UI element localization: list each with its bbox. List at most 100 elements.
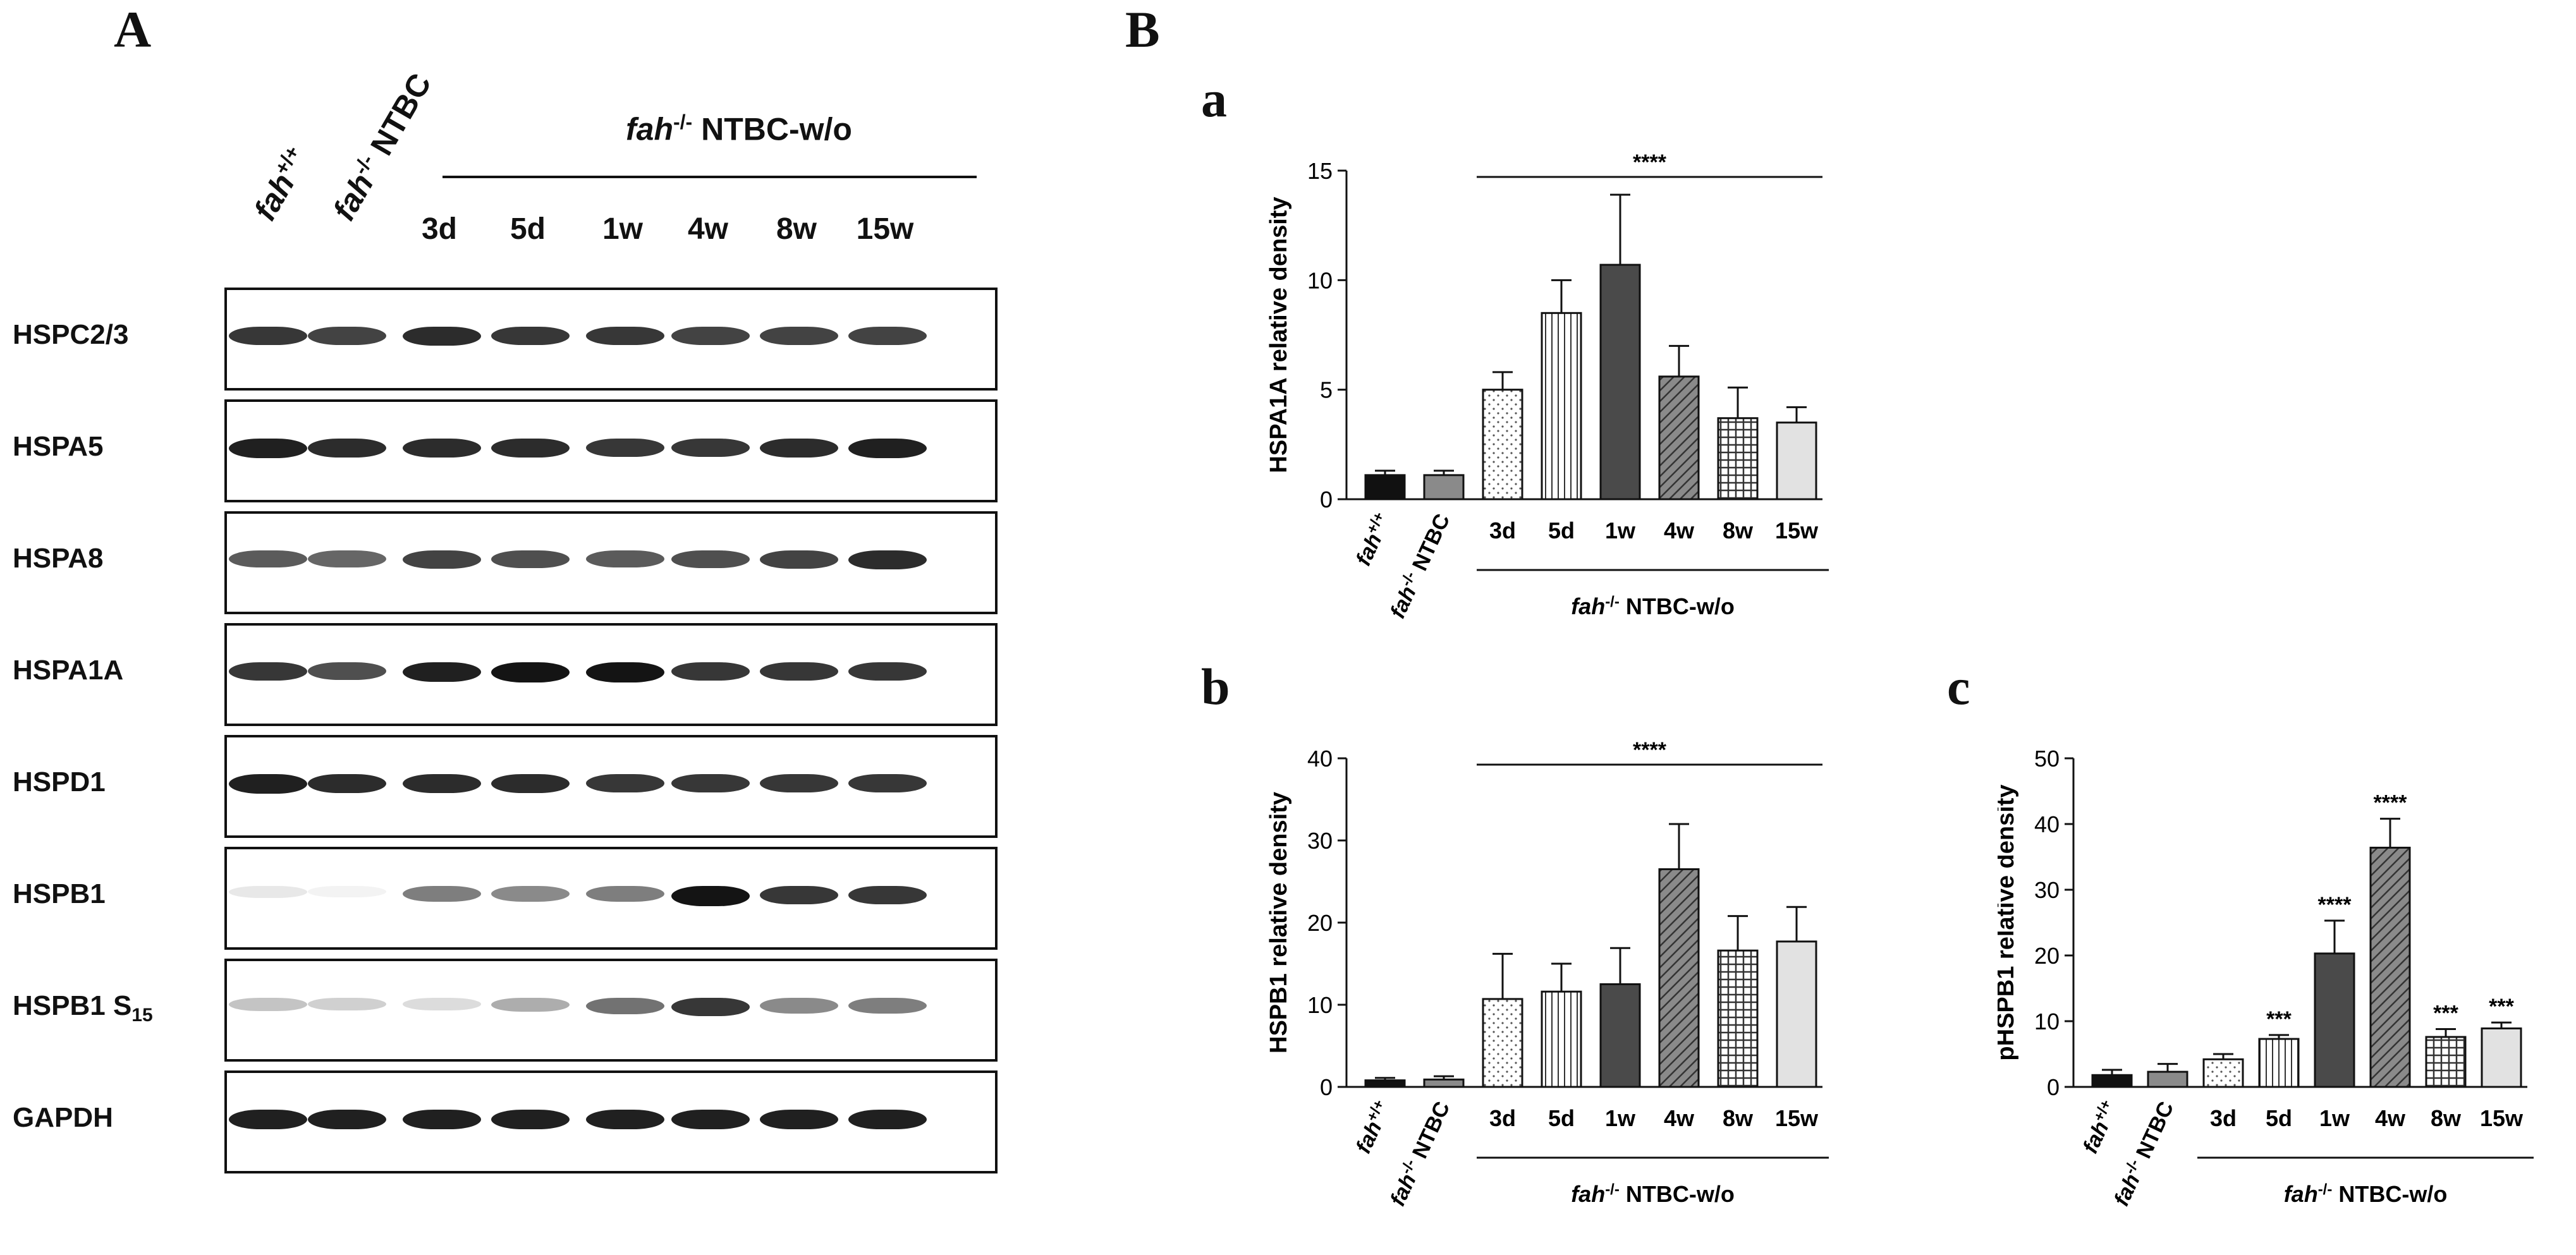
bar <box>1482 389 1523 500</box>
blot-band <box>848 997 927 1014</box>
significance-marker: *** <box>2266 1007 2292 1031</box>
blot-band <box>586 326 664 346</box>
blot-band <box>403 326 481 346</box>
x-tick-label: 3d <box>1489 1105 1516 1131</box>
blot-band <box>229 550 307 568</box>
bar <box>2091 1074 2133 1088</box>
bar <box>1776 421 1817 500</box>
panel-label-a: a <box>1201 70 1227 128</box>
protein-label: HSPB1 <box>13 878 106 909</box>
x-tick-label: 5d <box>2266 1105 2292 1131</box>
protein-label: HSPA1A <box>13 654 124 686</box>
significance-marker: **** <box>1633 738 1667 762</box>
blot-band <box>229 1109 307 1129</box>
blot-band <box>403 1109 481 1129</box>
x-tick-label: 4w <box>2375 1105 2406 1131</box>
bar <box>2258 1038 2300 1088</box>
blot-band <box>671 550 750 568</box>
blot-timepoint-label: 1w <box>602 212 644 246</box>
x-tick-label: 4w <box>1664 1105 1695 1131</box>
protein-label: HSPD1 <box>13 766 106 797</box>
blot-strip <box>224 1070 998 1173</box>
blot-band <box>586 1109 664 1129</box>
panel-label-B: B <box>1125 1 1160 58</box>
group-label: fah-/- NTBC-w/o <box>2284 1181 2448 1207</box>
bar <box>1599 983 1641 1088</box>
blot-band <box>308 773 386 794</box>
blot-band <box>491 326 570 346</box>
x-tick-label: 1w <box>2319 1105 2350 1131</box>
blot-group-label: fah-/- NTBC-w/o <box>626 111 852 147</box>
protein-label: HSPA5 <box>13 430 104 462</box>
blot-band <box>671 326 750 345</box>
blot-band <box>760 885 838 905</box>
y-tick-label: 0 <box>1320 487 1333 512</box>
bar <box>1364 1079 1406 1088</box>
panel-label-b: b <box>1201 658 1230 715</box>
blot-lane-label: fah-/- NTBC <box>326 67 439 227</box>
blot-band <box>308 438 386 458</box>
significance-marker: **** <box>2318 893 2352 917</box>
blot-timepoint-label: 5d <box>510 212 546 246</box>
x-tick-label: fah-/- NTBC <box>1384 509 1455 622</box>
significance-marker: *** <box>2433 1001 2458 1025</box>
y-tick-label: 10 <box>2034 1009 2060 1034</box>
y-tick-label: 50 <box>2034 746 2060 772</box>
blot-band <box>229 438 307 458</box>
blot-band <box>229 885 307 898</box>
y-tick-label: 30 <box>2034 877 2060 903</box>
y-tick-label: 20 <box>1307 910 1333 936</box>
blot-group-line <box>443 176 977 178</box>
blot-band <box>671 1109 750 1129</box>
blot-band <box>491 997 570 1012</box>
bar <box>1717 417 1759 500</box>
blot-band <box>586 438 664 458</box>
blot-band <box>848 1109 927 1129</box>
blot-timepoint-label: 3d <box>421 212 457 246</box>
blot-strip <box>224 847 998 950</box>
group-label: fah-/- NTBC-w/o <box>1571 593 1735 619</box>
x-tick-label: fah+/+ <box>1350 509 1396 569</box>
blot-band <box>671 997 750 1017</box>
protein-label: HSPC2/3 <box>13 318 129 350</box>
y-axis-label: HSPA1A relative density <box>1266 197 1292 473</box>
blot-band <box>491 885 570 902</box>
blot-timepoint-label: 4w <box>687 212 729 246</box>
x-tick-label: 4w <box>1664 518 1695 543</box>
group-label: fah-/- NTBC-w/o <box>1571 1181 1735 1207</box>
blot-timepoint-label: 8w <box>776 212 817 246</box>
x-tick-label: 3d <box>1489 518 1516 543</box>
blot-band <box>403 550 481 569</box>
blot-band <box>308 885 386 898</box>
bar <box>1776 940 1817 1088</box>
blot-band <box>586 662 664 682</box>
bar <box>2369 846 2411 1088</box>
blot-band <box>308 550 386 567</box>
y-tick-label: 20 <box>2034 943 2060 969</box>
blot-band <box>848 326 927 345</box>
y-tick-label: 40 <box>1307 746 1333 772</box>
blot-band <box>308 326 386 345</box>
panel-label-c: c <box>1947 658 1970 715</box>
blot-band <box>229 662 307 681</box>
x-tick-label: 8w <box>1723 518 1754 543</box>
blot-strip <box>224 288 998 391</box>
y-tick-label: 0 <box>1320 1074 1333 1100</box>
x-tick-label: 1w <box>1605 1105 1636 1131</box>
bar <box>1599 264 1641 500</box>
blot-band <box>586 997 664 1014</box>
blot-lane-label: fah+/+ <box>247 142 305 227</box>
y-tick-label: 40 <box>2034 811 2060 837</box>
protein-label: HSPB1 S15 <box>13 990 153 1026</box>
blot-band <box>760 326 838 345</box>
significance-marker: **** <box>1633 150 1667 174</box>
bar <box>2202 1058 2244 1088</box>
x-tick-label: 1w <box>1605 518 1636 543</box>
blot-strip <box>224 399 998 502</box>
blot-band <box>671 662 750 681</box>
x-tick-label: fah-/- NTBC <box>1384 1097 1455 1210</box>
y-tick-label: 15 <box>1307 158 1333 184</box>
bar <box>1541 312 1582 500</box>
x-tick-label: fah+/+ <box>1350 1097 1396 1157</box>
